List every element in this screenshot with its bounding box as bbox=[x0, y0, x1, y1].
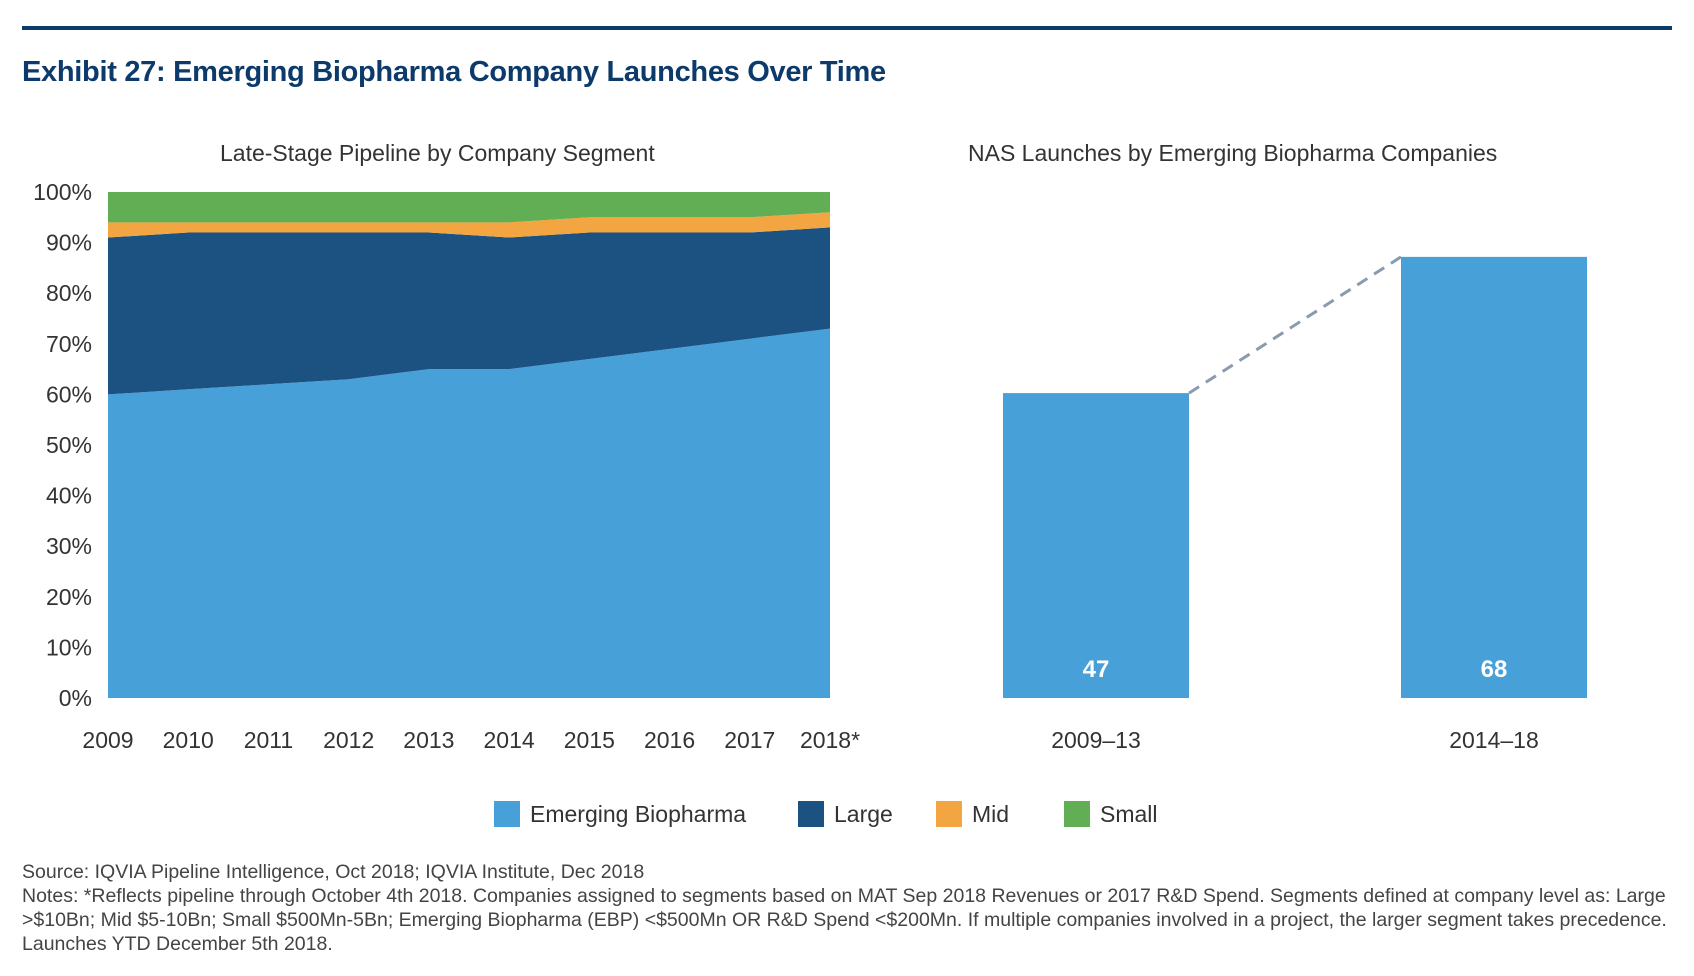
area-series-emerging-biopharma bbox=[108, 328, 830, 698]
legend-swatch bbox=[936, 801, 962, 827]
y-tick-label: 20% bbox=[46, 584, 92, 610]
legend-label: Large bbox=[834, 800, 893, 827]
x-tick-label: 2009–13 bbox=[1051, 727, 1141, 753]
bar bbox=[1401, 256, 1587, 698]
x-tick-label: 2015 bbox=[564, 727, 615, 753]
area-series-small bbox=[108, 192, 830, 223]
x-tick-label: 2017 bbox=[724, 727, 775, 753]
bar-chart-title: NAS Launches by Emerging Biopharma Compa… bbox=[968, 140, 1498, 166]
legend-item-large: Large bbox=[798, 798, 893, 830]
notes-text: Notes: *Reflects pipeline through Octobe… bbox=[22, 885, 1667, 955]
x-tick-label: 2009 bbox=[82, 727, 133, 753]
area-series-large bbox=[108, 227, 830, 395]
legend-swatch bbox=[494, 801, 520, 827]
x-tick-label: 2010 bbox=[163, 727, 214, 753]
y-tick-label: 50% bbox=[46, 432, 92, 458]
y-tick-label: 0% bbox=[59, 685, 92, 711]
bar-data-label: 47 bbox=[1083, 656, 1110, 683]
legend-item-emerging-biopharma: Emerging Biopharma bbox=[494, 798, 746, 830]
y-tick-label: 60% bbox=[46, 381, 92, 407]
y-tick-label: 70% bbox=[46, 331, 92, 357]
area-chart-title: Late-Stage Pipeline by Company Segment bbox=[220, 140, 655, 166]
y-tick-label: 10% bbox=[46, 634, 92, 660]
x-tick-label: 2011 bbox=[244, 727, 293, 753]
area-series-mid bbox=[108, 212, 830, 238]
exhibit-title: Exhibit 27: Emerging Biopharma Company L… bbox=[22, 56, 886, 88]
x-tick-label: 2013 bbox=[403, 727, 454, 753]
bar-connector-line bbox=[1188, 255, 1402, 395]
y-tick-label: 100% bbox=[33, 179, 92, 205]
y-tick-label: 90% bbox=[46, 230, 92, 256]
legend-swatch bbox=[798, 801, 824, 827]
legend-item-small: Small bbox=[1064, 798, 1158, 830]
legend-label: Small bbox=[1100, 800, 1158, 827]
area-chart: 0% 10% 20% 30% 40% 50% 60% 70% 80% 90% 100% 2009 201… bbox=[33, 179, 860, 753]
legend-label: Mid bbox=[972, 800, 1010, 827]
legend-label: Emerging Biopharma bbox=[530, 800, 747, 827]
source-line: Source: IQVIA Pipeline Intelligence, Oct… bbox=[22, 861, 645, 883]
source-notes: Source: IQVIA Pipeline Intelligence, Oct… bbox=[22, 860, 1672, 956]
bar-data-label: 68 bbox=[1481, 656, 1508, 683]
bar-chart: 47 2009–13 68 2014–18 bbox=[1003, 255, 1587, 753]
x-tick-label: 2014 bbox=[484, 727, 535, 753]
legend-swatch bbox=[1064, 801, 1090, 827]
legend: Emerging Biopharma Large Mid Small bbox=[0, 798, 1694, 830]
y-tick-label: 30% bbox=[46, 533, 92, 559]
y-tick-label: 80% bbox=[46, 280, 92, 306]
top-rule bbox=[22, 26, 1672, 30]
y-tick-label: 40% bbox=[46, 483, 92, 509]
x-tick-label: 2012 bbox=[323, 727, 374, 753]
x-tick-label: 2014–18 bbox=[1449, 727, 1539, 753]
x-tick-label: 2016 bbox=[644, 727, 695, 753]
legend-item-mid: Mid bbox=[936, 798, 1009, 830]
x-tick-label: 2018* bbox=[800, 727, 860, 753]
bar bbox=[1003, 393, 1189, 698]
